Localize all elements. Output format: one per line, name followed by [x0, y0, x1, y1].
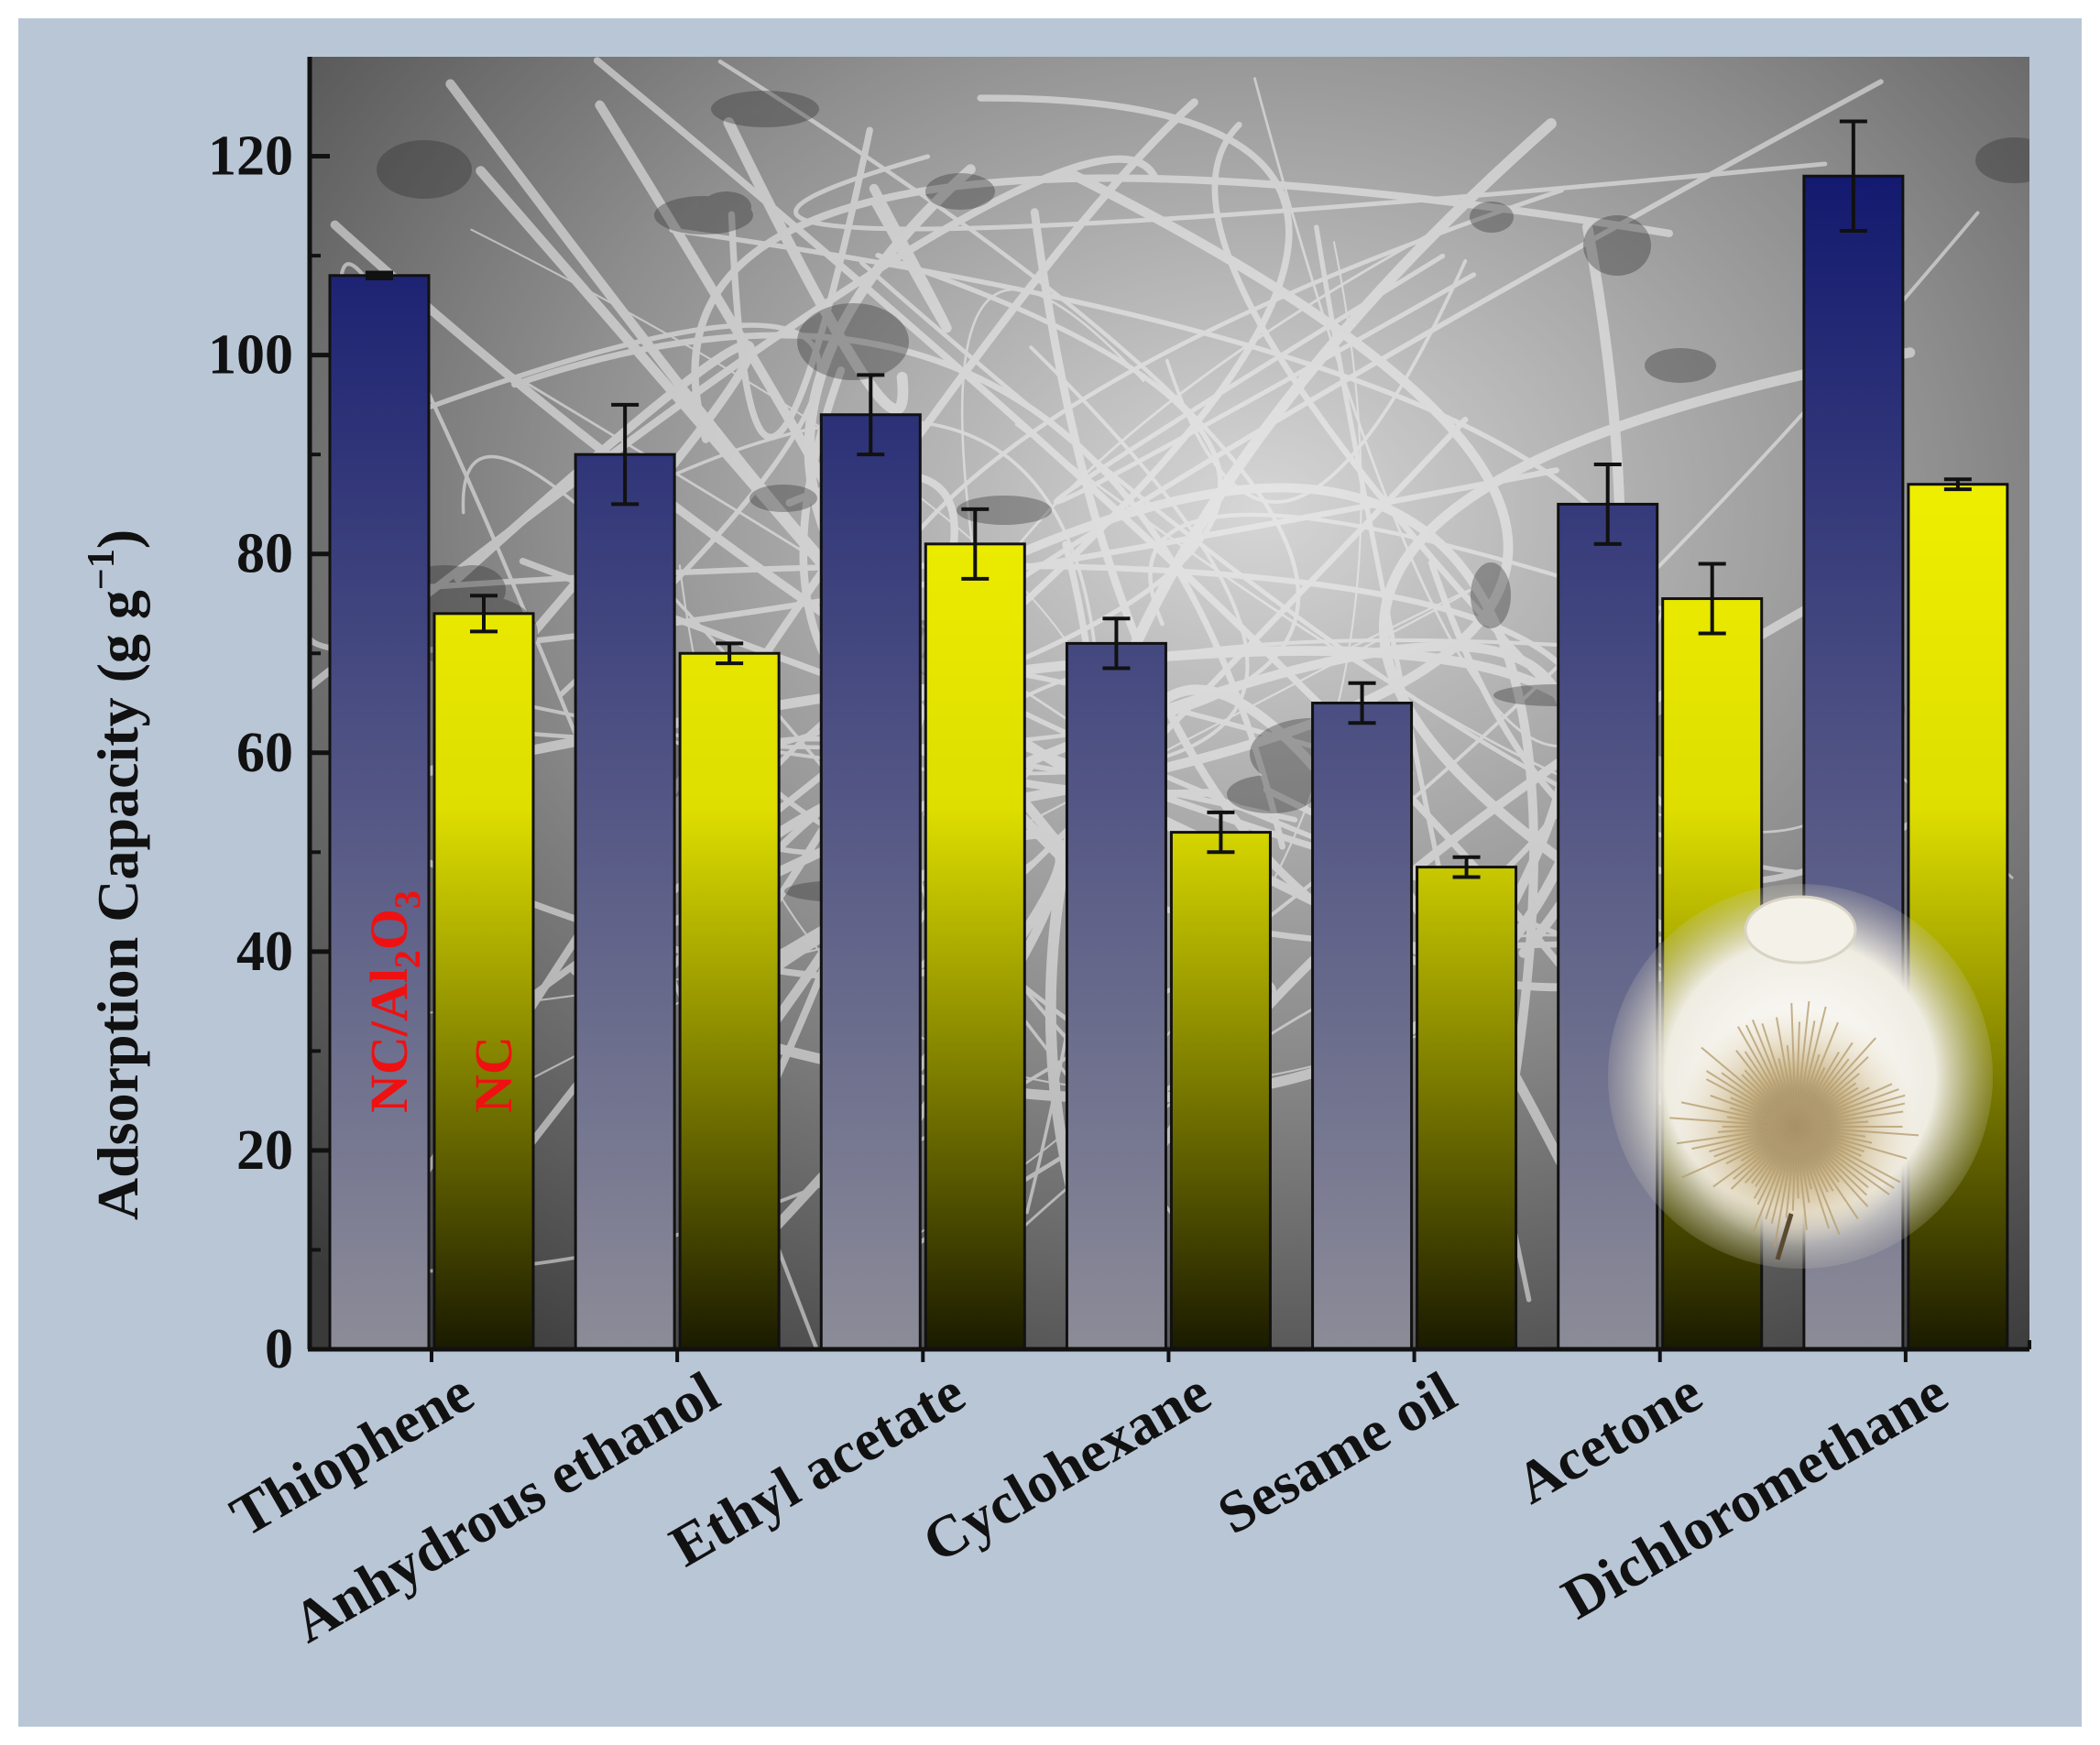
bar-nc-3 — [1169, 831, 1272, 1351]
bar-nc-1 — [678, 651, 781, 1351]
y-tick-label: 100 — [208, 324, 293, 387]
y-tick-label: 120 — [208, 125, 293, 188]
error-bar-nc-al2o3-3 — [1102, 616, 1131, 671]
error-bar-nc-al2o3-2 — [857, 373, 885, 457]
error-bar-nc-6 — [1943, 477, 1972, 492]
y-tick-label: 80 — [236, 523, 293, 585]
y-tick-label: 60 — [236, 722, 293, 784]
bar-nc-2 — [924, 542, 1026, 1351]
error-bar-nc-0 — [470, 594, 498, 634]
error-bar-nc-5 — [1698, 562, 1726, 636]
bar-nc-al2o3-0 — [328, 274, 431, 1351]
error-bar-nc-al2o3-6 — [1839, 119, 1867, 233]
bars-layer — [328, 119, 2009, 1351]
y-tick-label: 40 — [236, 921, 293, 983]
bar-nc-al2o3-5 — [1557, 502, 1659, 1351]
y-tick-label: 20 — [236, 1119, 293, 1182]
error-bar-nc-2 — [961, 507, 990, 581]
error-bar-nc-al2o3-1 — [611, 402, 640, 507]
error-bar-nc-4 — [1452, 855, 1481, 879]
error-bar-nc-3 — [1207, 810, 1235, 855]
error-bar-nc-al2o3-5 — [1593, 463, 1622, 546]
error-bar-nc-1 — [716, 641, 744, 666]
series-label-nc-al2o3: NC/Al2O3 — [359, 890, 428, 1113]
error-bar-nc-al2o3-0 — [366, 270, 393, 281]
series-label-nc: NC — [464, 1036, 523, 1113]
error-bar-nc-al2o3-4 — [1348, 681, 1376, 725]
bar-nc-al2o3-4 — [1311, 702, 1414, 1351]
series-labels: NC/Al2O3 NC — [359, 890, 523, 1113]
y-tick-label: 0 — [265, 1318, 293, 1380]
bar-nc-0 — [432, 612, 535, 1351]
bar-nc-4 — [1416, 866, 1518, 1351]
bar-nc-al2o3-2 — [819, 413, 922, 1351]
bar-nc-al2o3-3 — [1065, 641, 1167, 1351]
bar-nc-al2o3-1 — [574, 453, 676, 1351]
y-axis-title: Adsorption Capacity (g g−1) — [81, 529, 150, 1220]
seed-fluff-inset-photo — [1608, 884, 1993, 1269]
